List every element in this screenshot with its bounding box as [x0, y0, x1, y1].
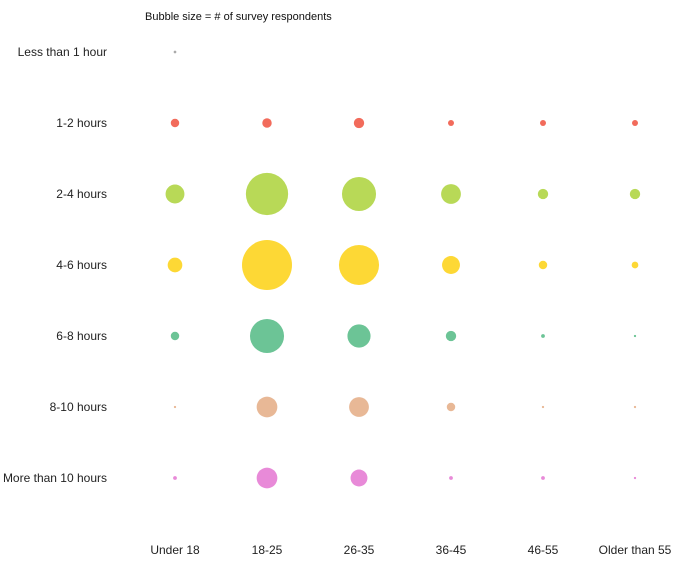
y-axis-labels: Less than 1 hour 1-2 hours 2-4 hours 4-6 ho…: [3, 45, 107, 485]
bubble: [256, 467, 278, 489]
bubble: [537, 188, 549, 200]
bubble: [540, 120, 546, 126]
bubble: [256, 396, 278, 418]
bubble: [341, 176, 377, 212]
bubble: [538, 260, 548, 270]
bubble: [449, 476, 453, 480]
x-tick-label: 26-35: [344, 543, 375, 557]
y-tick-label: 2-4 hours: [56, 187, 107, 201]
bubble: [167, 257, 183, 273]
x-tick-label: 46-55: [528, 543, 559, 557]
y-tick-label: 4-6 hours: [56, 258, 107, 272]
bubble: [165, 184, 185, 204]
x-axis-labels: Under 18 18-25 26-35 36-45 46-55 Older than 5…: [150, 543, 671, 557]
bubbles: [165, 50, 641, 489]
x-tick-label: Under 18: [150, 543, 200, 557]
y-tick-label: 1-2 hours: [56, 116, 107, 130]
bubble: [170, 331, 180, 341]
bubble-size-note: Bubble size = # of survey respondents: [145, 11, 332, 23]
bubble: [541, 334, 545, 338]
bubble: [170, 118, 180, 128]
bubble: [541, 405, 545, 409]
bubble: [442, 256, 460, 274]
y-tick-label: 8-10 hours: [50, 400, 107, 414]
bubble: [631, 261, 639, 269]
y-tick-label: 6-8 hours: [56, 329, 107, 343]
bubble: [353, 117, 365, 129]
bubble: [262, 118, 272, 128]
x-tick-label: Older than 55: [599, 543, 672, 557]
x-tick-label: 36-45: [436, 543, 467, 557]
bubble: [633, 334, 637, 338]
bubble: [242, 240, 292, 290]
bubble: [632, 120, 638, 126]
bubble: [446, 402, 456, 412]
bubble: [338, 244, 380, 286]
bubble: [441, 184, 461, 204]
bubble: [249, 318, 285, 354]
bubble: [541, 476, 545, 480]
bubble: [347, 324, 371, 348]
y-tick-label: More than 10 hours: [3, 471, 107, 485]
bubble: [173, 50, 177, 54]
bubble: [245, 172, 289, 216]
bubble: [350, 469, 368, 487]
bubble: [349, 397, 369, 417]
bubble: [445, 330, 457, 342]
bubble: [448, 120, 454, 126]
bubble: [173, 405, 177, 409]
bubble: [633, 476, 637, 480]
y-tick-label: Less than 1 hour: [18, 45, 107, 59]
x-tick-label: 18-25: [252, 543, 283, 557]
bubble: [173, 476, 177, 480]
bubble: [629, 188, 641, 200]
bubble: [633, 405, 637, 409]
